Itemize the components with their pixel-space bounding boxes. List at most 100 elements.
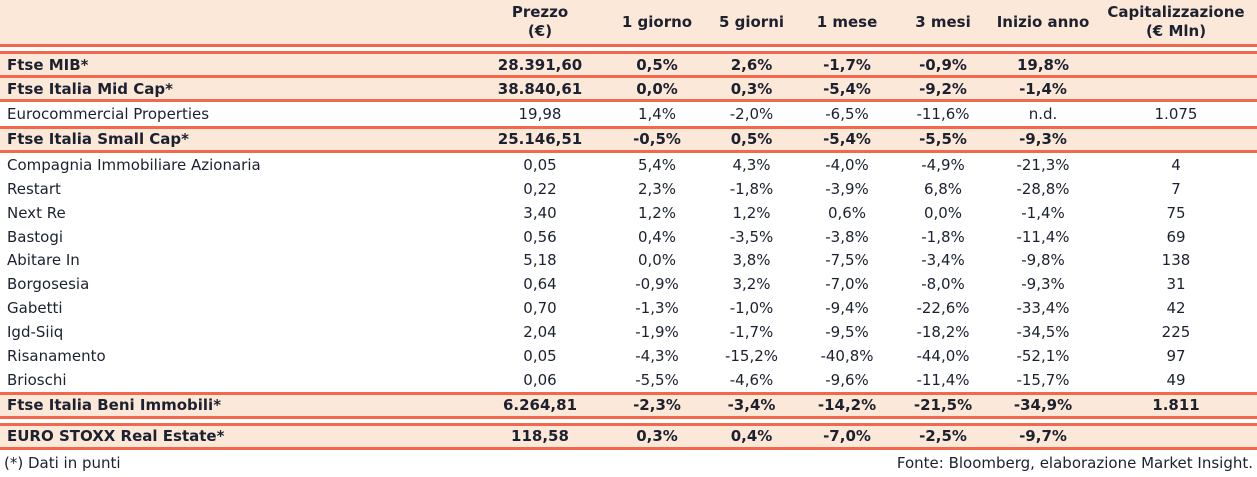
column-header-5-giorni: 5 giorni [718, 12, 785, 31]
cell-g1: -5,5% [635, 370, 679, 389]
cell-m3: -9,2% [919, 79, 967, 98]
cell-cap: 97 [1166, 346, 1186, 365]
cell-m1: -3,9% [825, 179, 869, 198]
table-row: Eurocommercial Properties 19,98 1,4% -2,0% -… [0, 102, 1257, 126]
cell-g5: -1,7% [729, 323, 774, 342]
table-row: Abitare In 5,18 0,0% 3,8% -7,5% -3,4% -9,8% 138 [0, 248, 1257, 273]
cell-prezzo: 28.391,60 [497, 55, 583, 74]
cell-g1: -2,3% [633, 396, 681, 415]
column-header-3-mesi: 3 mesi [915, 12, 971, 31]
cell-m3: -2,5% [919, 427, 967, 446]
cell-m1: -7,0% [823, 427, 871, 446]
cell-g1: 0,0% [637, 251, 677, 270]
cell-m1: -4,0% [825, 155, 869, 174]
cell-m1: -7,0% [825, 275, 869, 294]
cell-m3: -0,9% [919, 55, 967, 74]
cell-g1: -1,3% [635, 299, 679, 318]
cell-g5: 4,3% [732, 155, 771, 174]
cell-prezzo: 0,22 [523, 179, 557, 198]
source-note: Fonte: Bloomberg, elaborazione Market In… [896, 454, 1253, 473]
cell-m1: -5,4% [823, 79, 871, 98]
cell-m1: -3,8% [825, 227, 869, 246]
cell-name: Igd-Siiq [7, 323, 64, 342]
cell-ytd: -9,3% [1019, 130, 1067, 149]
table-footer: (*) Dati in punti Fonte: Bloomberg, elab… [0, 449, 1257, 477]
cell-g1: 1,2% [637, 203, 677, 222]
cell-m3: -1,8% [921, 227, 965, 246]
cell-m3: -21,5% [913, 396, 973, 415]
cell-m1: -7,5% [825, 251, 869, 270]
cell-ytd: -9,8% [1021, 251, 1065, 270]
cell-m1: -1,7% [823, 55, 871, 74]
cell-cap: 4 [1171, 155, 1181, 174]
cell-ytd: -28,8% [1016, 179, 1070, 198]
cell-prezzo: 25.146,51 [497, 130, 583, 149]
cell-m1: -9,6% [825, 370, 869, 389]
cell-g1: 0,0% [636, 79, 678, 98]
cell-g1: -1,9% [635, 323, 679, 342]
cell-prezzo: 3,40 [523, 203, 557, 222]
column-header-inizio-anno: Inizio anno [996, 12, 1090, 31]
section-separator [0, 47, 1257, 54]
column-header-prezzo-sublabel: (€) [527, 22, 553, 40]
cell-name: Ftse Italia Beni Immobili* [7, 396, 222, 415]
cell-name: Brioschi [7, 370, 67, 389]
cell-m1: -6,5% [825, 104, 869, 123]
cell-g5: -4,6% [729, 370, 774, 389]
cell-g5: -2,0% [729, 104, 774, 123]
cell-m3: -11,4% [916, 370, 970, 389]
cell-prezzo: 118,58 [511, 427, 569, 446]
cell-ytd: 19,8% [1016, 55, 1070, 74]
cell-prezzo: 0,05 [523, 155, 557, 174]
cell-g5: 0,3% [730, 79, 773, 98]
cell-ytd: -1,4% [1019, 79, 1067, 98]
cell-g1: 2,3% [637, 179, 677, 198]
footnote-dati-in-punti: (*) Dati in punti [4, 454, 121, 473]
cell-m1: -5,4% [823, 130, 871, 149]
cell-cap: 1.075 [1154, 104, 1198, 123]
cell-ytd: -9,7% [1019, 427, 1067, 446]
cell-g1: 5,4% [637, 155, 677, 174]
cell-name: Ftse Italia Small Cap* [7, 130, 190, 149]
column-header-capitalizzazione-sublabel: (€ Mln) [1145, 22, 1207, 40]
column-header-capitalizzazione: Capitalizzazione (€ Mln) [1095, 3, 1257, 41]
table-row: Ftse Italia Beni Immobili* 6.264,81 -2,3% -… [0, 391, 1257, 419]
cell-m3: -44,0% [916, 346, 970, 365]
cell-cap: 69 [1166, 227, 1186, 246]
cell-prezzo: 2,04 [523, 323, 557, 342]
cell-prezzo: 5,18 [523, 251, 557, 270]
cell-g5: -1,0% [729, 299, 774, 318]
table-row: Bastogi 0,56 0,4% -3,5% -3,8% -1,8% -11,4% 69 [0, 224, 1257, 249]
cell-prezzo: 6.264,81 [502, 396, 578, 415]
table-row: Brioschi 0,06 -5,5% -4,6% -9,6% -11,4% -15,7% 4… [0, 367, 1257, 392]
cell-m3: 0,0% [923, 203, 963, 222]
cell-name: Compagnia Immobiliare Azionaria [7, 155, 261, 174]
table-row: Igd-Siiq 2,04 -1,9% -1,7% -9,5% -18,2% -34,5% 2… [0, 320, 1257, 345]
cell-cap: 7 [1171, 179, 1181, 198]
cell-m3: 6,8% [923, 179, 963, 198]
cell-name: Borgosesia [7, 275, 90, 294]
table-row: Compagnia Immobiliare Azionaria 0,05 5,4% 4… [0, 152, 1257, 177]
cell-prezzo: 19,98 [518, 104, 562, 123]
cell-cap: 49 [1166, 370, 1186, 389]
cell-m3: -8,0% [921, 275, 965, 294]
cell-ytd: -11,4% [1016, 227, 1070, 246]
cell-prezzo: 0,64 [523, 275, 557, 294]
cell-cap: 225 [1161, 323, 1191, 342]
cell-m3: -3,4% [921, 251, 965, 270]
cell-g5: 2,6% [730, 55, 773, 74]
cell-ytd: -9,3% [1021, 275, 1065, 294]
cell-m1: -14,2% [817, 396, 877, 415]
cell-g5: 1,2% [732, 203, 771, 222]
cell-name: Eurocommercial Properties [7, 104, 210, 123]
cell-prezzo: 0,05 [523, 346, 557, 365]
table-row: EURO STOXX Real Estate* 118,58 0,3% 0,4% -7,… [0, 425, 1257, 450]
column-header-prezzo-label: Prezzo [511, 3, 569, 22]
cell-m1: -9,4% [825, 299, 869, 318]
table-row: Borgosesia 0,64 -0,9% 3,2% -7,0% -8,0% -9,3% 31 [0, 272, 1257, 297]
cell-g5: -15,2% [724, 346, 779, 365]
table-row: Restart 0,22 2,3% -1,8% -3,9% 6,8% -28,8% 7 [0, 176, 1257, 201]
column-header-prezzo: Prezzo (€) [470, 3, 610, 41]
cell-name: Bastogi [7, 227, 64, 246]
cell-name: Ftse MIB* [7, 55, 89, 74]
